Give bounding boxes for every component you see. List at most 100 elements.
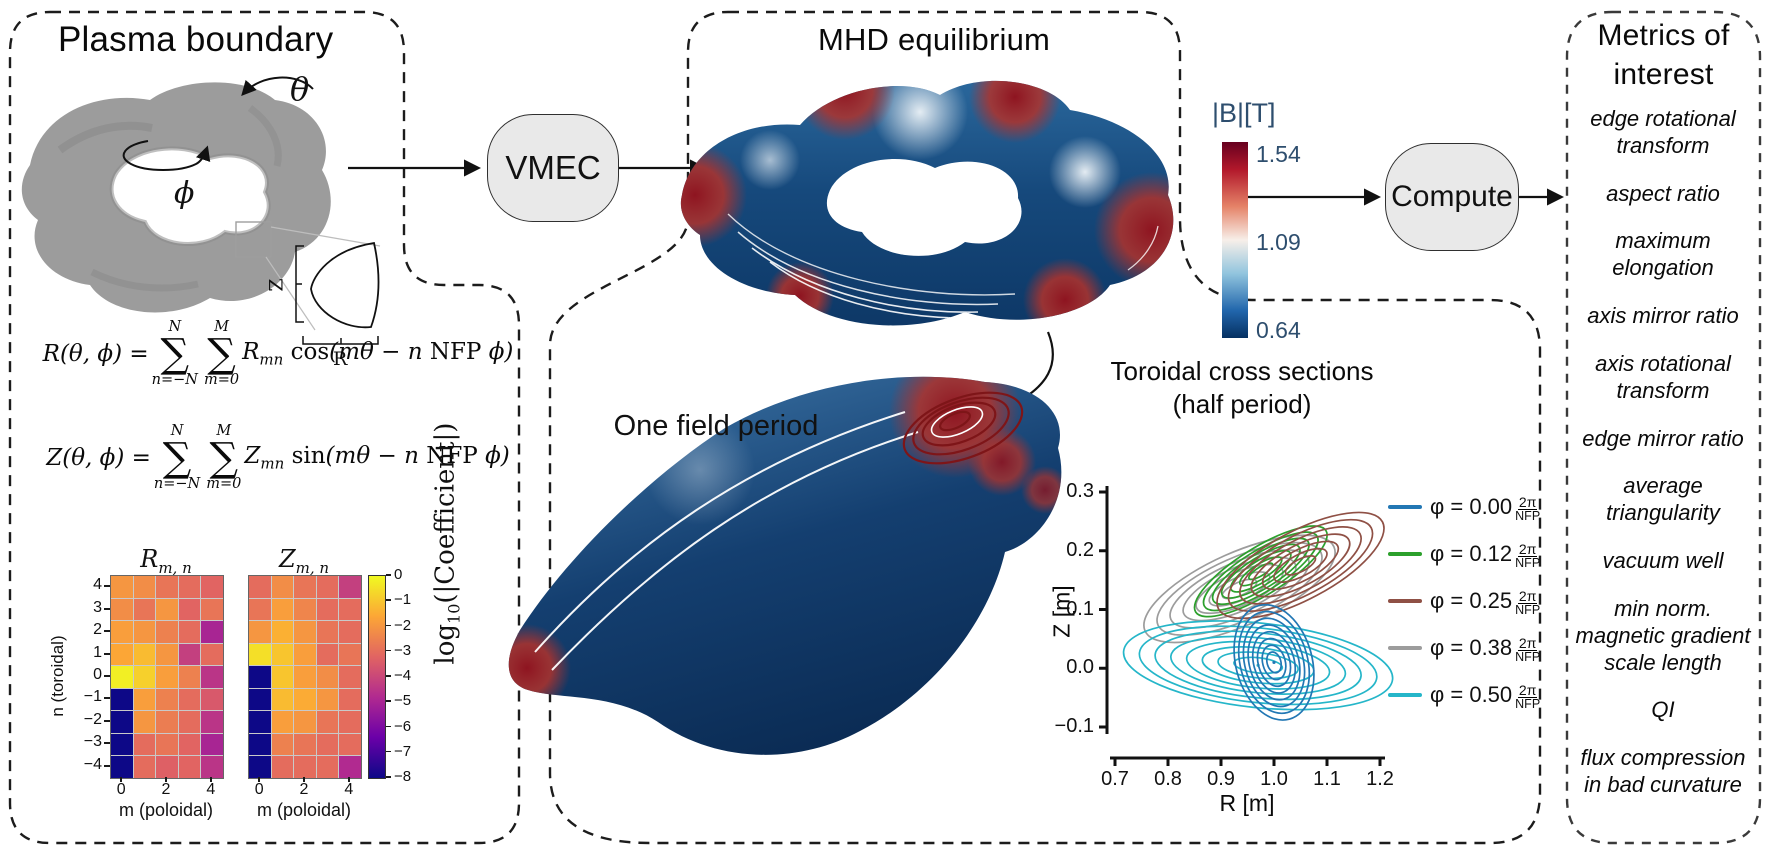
heatmap-cell	[111, 666, 133, 688]
xsec-xtick-label: 1.2	[1366, 768, 1394, 790]
heatmap-cell	[249, 576, 271, 598]
flux-surface-contours	[1122, 511, 1394, 721]
heatmap-cell	[111, 576, 133, 598]
colorbar-tick-mark	[386, 776, 391, 778]
legend-line-sample	[1388, 504, 1422, 510]
heatmap-cell	[201, 643, 223, 666]
heatmap-ytick-label: −3	[83, 733, 102, 751]
heatmap-cell	[294, 733, 316, 756]
xsec-xtick-label: 0.7	[1101, 768, 1129, 790]
boundary-equation-R: R(θ, ϕ) = N ∑ n=−N M ∑ m=0 Rmn cos(mθ − …	[28, 319, 528, 388]
heatmap-cell	[316, 598, 339, 621]
heatmap-ytick-label: 0	[93, 666, 102, 683]
metric-item: average triangularity	[1606, 473, 1720, 526]
bfield-colorbar	[1222, 142, 1248, 338]
r-coefficients-heatmap	[110, 575, 224, 779]
legend-fraction: 2π NFP	[1515, 683, 1540, 711]
heatmap-ytick-mark	[104, 630, 110, 633]
heatmap-cell	[111, 756, 133, 778]
heatmap-ytick-label: 2	[93, 621, 102, 639]
plasma-boundary-panel-outline	[8, 10, 521, 845]
cross-sections-tick-marks	[1099, 490, 1382, 766]
flux-surface-phi-0.25-2pi-NFP	[1216, 511, 1385, 620]
heatmap-ytick-label: −4	[83, 755, 102, 773]
colorbar-tick-label: −5	[394, 692, 412, 710]
legend-fraction: 2π NFP	[1515, 636, 1540, 664]
flux-surface-phi-0.12-2pi-NFP	[1193, 525, 1328, 618]
bfield-tick-label: 1.54	[1256, 141, 1301, 167]
heatmap-xtick-mark	[165, 777, 167, 782]
colorbar-tick-mark	[386, 624, 391, 627]
bfield-tick-label: 0.64	[1256, 317, 1301, 343]
xsec-ytick-label: 0.3	[1066, 480, 1094, 502]
crest-swirl-lines	[902, 391, 1024, 465]
heatmap-cell	[201, 666, 223, 688]
heatmap-cell	[133, 711, 156, 733]
heatmap-cell	[271, 576, 294, 598]
xsec-xtick-label: 0.9	[1207, 768, 1235, 790]
legend-entry: φ = 0.00 2π NFP	[1388, 492, 1540, 522]
sum-over-n: N ∑ n=−N	[153, 423, 201, 493]
heatmap-cell	[294, 576, 316, 598]
colorbar-tick-mark	[386, 574, 391, 576]
legend-fraction-part: NFP	[1515, 650, 1541, 665]
heatmap-cell	[249, 643, 271, 666]
phi-arrow-icon	[122, 140, 211, 171]
colorbar-tick-mark	[386, 599, 391, 601]
legend-entry: φ = 0.38 2π NFP	[1388, 633, 1540, 663]
eq-term: Zmn sin(mθ − n NFP ϕ)	[244, 443, 510, 474]
colorbar-tick-mark	[386, 700, 391, 702]
heatmap-cell	[133, 688, 156, 711]
bfield-colorbar-title: |B|[T]	[1212, 98, 1276, 128]
legend-entry: φ = 0.12 2π NFP	[1388, 539, 1540, 569]
legend-fraction-part: NFP	[1515, 509, 1541, 524]
inset-z-axis-label: Z	[265, 278, 288, 292]
heatmap-cell	[271, 733, 294, 756]
metric-item: edge mirror ratio	[1582, 425, 1744, 451]
heatmap-cell	[294, 711, 316, 733]
sum-over-m: M ∑ m=0	[206, 423, 242, 493]
heatmap-cell	[133, 643, 156, 666]
legend-label: φ = 0.00	[1430, 494, 1513, 519]
heatmap-cell	[156, 756, 178, 778]
theta-label: θ	[290, 70, 310, 108]
heatmap-cell	[316, 666, 339, 688]
heatmap-xtick-mark	[209, 777, 212, 782]
heatmap-cell	[156, 643, 178, 666]
flux-surface-phi-0.00-2pi-NFP	[1261, 644, 1287, 681]
mhd-equilibrium-title: MHD equilibrium	[817, 22, 1051, 57]
legend-fraction-part: 2π	[1517, 635, 1538, 652]
theta-arrow-icon	[241, 76, 314, 97]
metric-item: QI	[1651, 697, 1675, 723]
flux-surface-phi-0.00-2pi-NFP	[1256, 637, 1292, 688]
flux-surface-phi-0.00-2pi-NFP	[1237, 610, 1311, 715]
legend-line-sample	[1388, 692, 1422, 698]
legend-fraction: 2π NFP	[1515, 589, 1540, 617]
flux-surface-phi-0.50-2pi-NFP	[1138, 625, 1378, 706]
heatmap-cell	[339, 666, 361, 688]
legend-fraction-part: 2π	[1517, 541, 1538, 558]
legend-entry: φ = 0.25 2π NFP	[1388, 586, 1540, 616]
xsec-xtick-label: 1.1	[1313, 768, 1341, 790]
colorbar-tick-mark	[386, 750, 391, 753]
colorbar-tick-label: −8	[394, 768, 412, 785]
flux-surface-phi-0.38-2pi-NFP	[1182, 556, 1297, 622]
r-heatmap-title: Rm, n	[140, 545, 192, 577]
heatmap-cell	[249, 711, 271, 733]
colorbar-tick-label: 0	[394, 566, 403, 583]
heatmap-cell	[339, 576, 361, 598]
heatmap-xtick-mark	[120, 777, 123, 782]
heatmap-cell	[178, 756, 201, 778]
heatmap-ytick-mark	[104, 742, 110, 745]
xsec-xtick-label: 0.8	[1154, 768, 1182, 790]
metric-item: aspect ratio	[1606, 180, 1720, 206]
legend-label: φ = 0.12	[1430, 541, 1513, 566]
xsec-ytick-label: 0.1	[1066, 597, 1094, 620]
legend-fraction-part: 2π	[1517, 682, 1538, 699]
heatmap-cell	[339, 756, 361, 778]
colorbar-tick-mark	[386, 725, 391, 728]
heatmap-ylabel: n (toroidal)	[48, 635, 67, 717]
flux-surface-phi-0.50-2pi-NFP	[1122, 620, 1394, 711]
